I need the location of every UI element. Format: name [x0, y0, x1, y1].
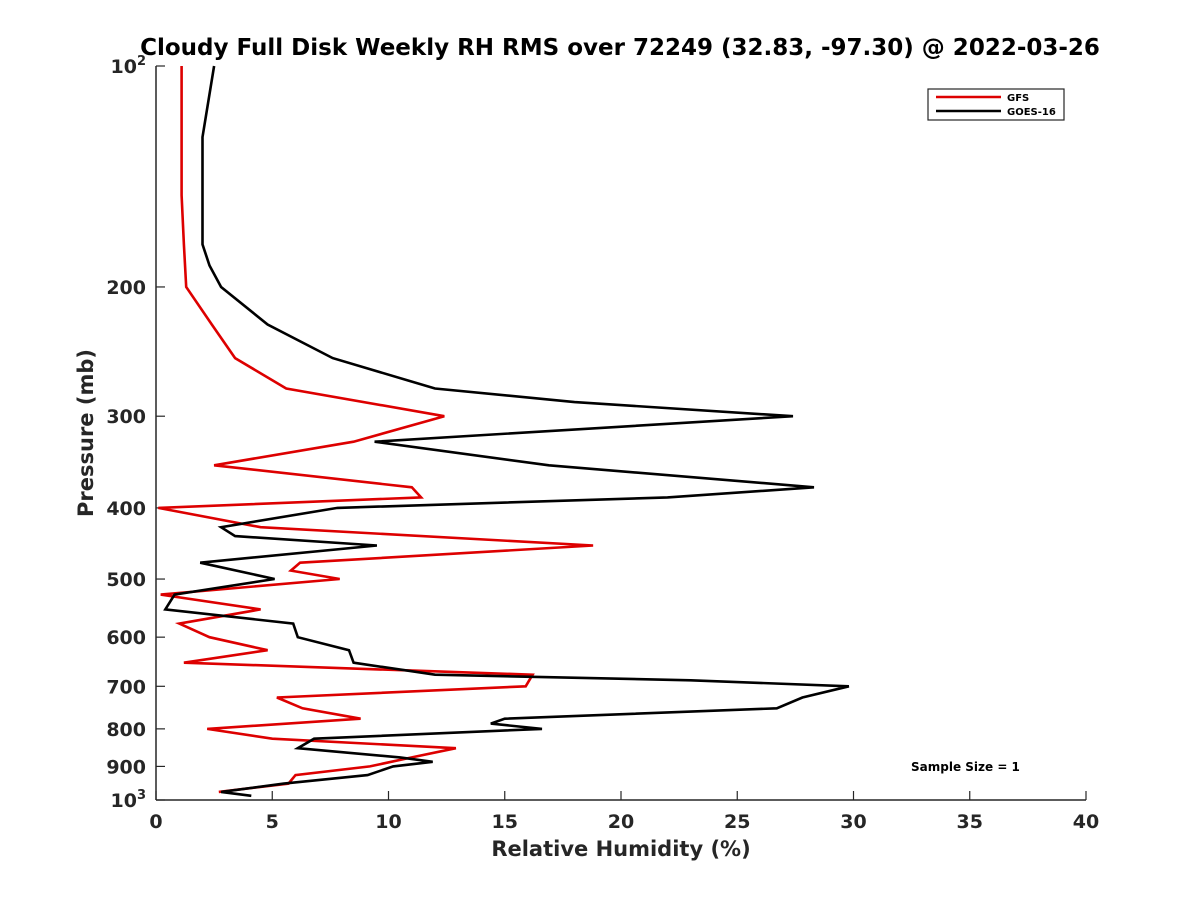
legend-box — [927, 88, 1065, 121]
y-tick-label: 300 — [106, 406, 146, 428]
y-tick-label: 102 — [111, 54, 147, 78]
x-tick-label: 5 — [266, 811, 279, 833]
x-axis-label: Relative Humidity (%) — [491, 837, 750, 861]
x-tick-label: 35 — [957, 811, 983, 833]
y-axis-label: Pressure (mb) — [74, 349, 98, 517]
legend-label-gfs: GFS — [1007, 93, 1029, 104]
series-line-gfs — [158, 66, 594, 794]
y-tick-label: 103 — [111, 788, 147, 812]
x-tick-label: 20 — [608, 811, 634, 833]
series-line-goes16 — [163, 65, 850, 798]
y-tick-label: 400 — [106, 498, 146, 520]
x-tick-label: 30 — [840, 811, 866, 833]
y-axis-ticks: 102 200 300 400 500 600 700 800 900 103 — [106, 54, 165, 812]
x-tick-label: 10 — [375, 811, 401, 833]
x-tick-label: 25 — [724, 811, 750, 833]
y-tick-label: 500 — [106, 569, 146, 591]
chart-title: Cloudy Full Disk Weekly RH RMS over 7224… — [140, 35, 1100, 61]
x-axis-ticks: 0 5 10 15 20 25 30 35 40 — [149, 791, 1099, 833]
legend: GFS GOES-16 — [927, 88, 1065, 121]
x-tick-label: 0 — [149, 811, 162, 833]
y-tick-label: 900 — [106, 756, 146, 778]
sample-size-annotation: Sample Size = 1 — [911, 760, 1020, 774]
series-group — [158, 65, 850, 798]
y-tick-label: 800 — [106, 719, 146, 741]
y-tick-label: 600 — [106, 627, 146, 649]
y-tick-label: 700 — [106, 676, 146, 698]
x-tick-label: 15 — [492, 811, 518, 833]
legend-label-goes16: GOES-16 — [1007, 107, 1056, 118]
x-tick-label: 40 — [1073, 811, 1099, 833]
y-tick-label: 200 — [106, 277, 146, 299]
